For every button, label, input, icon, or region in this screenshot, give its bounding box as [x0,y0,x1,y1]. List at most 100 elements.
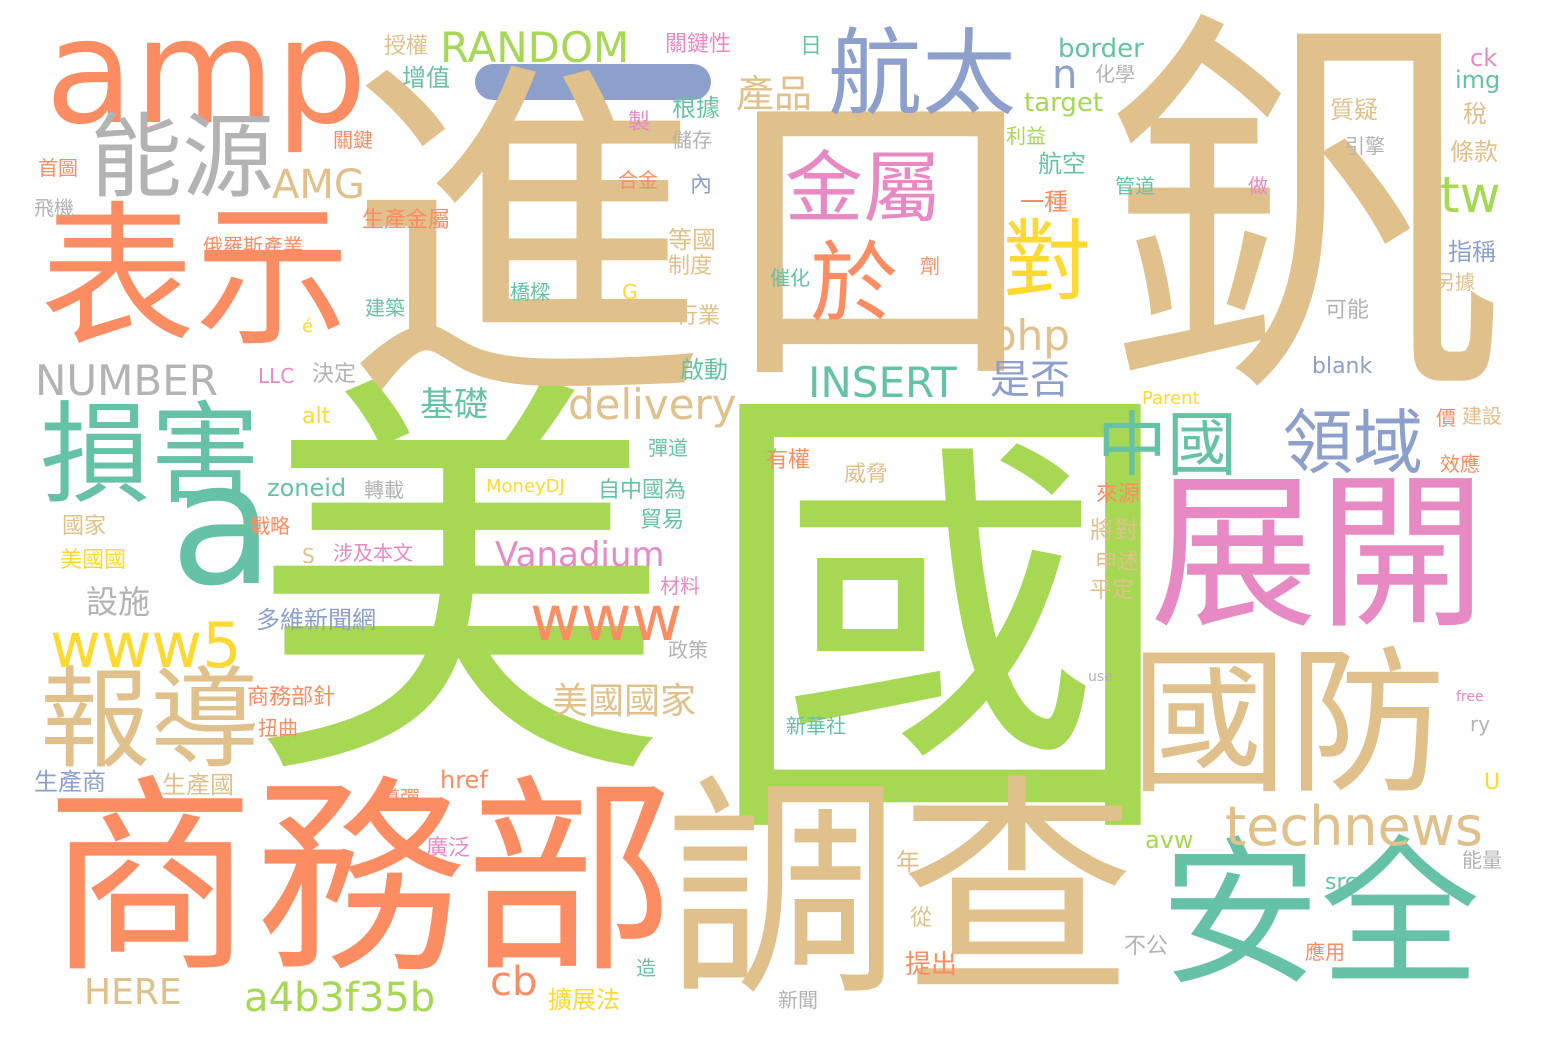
word-pingding: 平定 [1090,578,1135,603]
word-ck: ck [1470,44,1498,72]
word-random: RANDOM [440,23,630,72]
word-yu: 於 [810,232,899,335]
word-jia: 價 [1436,406,1456,430]
word-shangwubuzhen: 商務部針 [247,685,336,710]
word-jin: 進 [345,30,705,449]
word-qiaoliang: 橋樑 [510,280,550,304]
word-biaoshi: 表示 [40,187,350,368]
word-lingyu: 領域 [1283,402,1423,484]
word-xinhuashe: 新華社 [786,714,846,738]
word-hangkong: 航空 [1038,150,1086,178]
word-cuihua: 催化 [770,266,810,290]
word-shui: 稅 [1463,100,1487,128]
word-alt: alt [302,404,331,429]
word-chucun: 儲存 [672,128,712,152]
word-bugong: 不公 [1124,934,1169,959]
word-shouji: 首圖 [38,156,78,180]
word-guandao: 管道 [1115,174,1155,198]
word-zhengce: 政策 [668,638,708,662]
word-kou: 口 [715,48,1045,432]
word-dui: 對 [1003,210,1092,313]
word-dengguo: 等國 [668,226,716,254]
word-jianzhu: 建築 [365,296,405,320]
word-jianshe: 建設 [1462,404,1502,428]
word-avw: avw [1145,826,1194,854]
word-zao: 造 [636,956,656,980]
word-mei: 美 [250,345,670,834]
word-zhi: 製 [628,110,651,135]
word-tw: tw [1440,166,1501,224]
word-amp: amp [45,0,368,157]
word-tiaokuan: 條款 [1450,138,1498,166]
word-daodan: 導彈 [380,786,420,810]
word-moneydj: MoneyDJ [486,476,565,497]
word-lingju: 另據 [1435,270,1475,294]
word-zhidu: 制度 [668,254,713,279]
word-fan: 釩 [1105,0,1505,447]
word-shengchanjinshu: 生產金屬 [362,208,451,233]
word-ji: 劑 [920,254,940,278]
word-hangye: 行業 [676,304,721,329]
word-zoneid: zoneid [267,474,347,502]
word-copyrighted: Copyrighted [910,786,996,802]
word-free: free [1456,689,1484,705]
word-jueding: 決定 [312,362,357,387]
word-shejibenwen: 涉及本文 [333,541,413,565]
word-nei: 內 [690,173,713,198]
word-u: U [1484,770,1501,795]
word-cb: cb [490,959,538,1005]
word-zhuanzai: 轉載 [364,478,404,502]
word-sunhai: 損害 [40,391,260,519]
word-zhiyi: 質疑 [1330,96,1378,124]
word-anquan: 安全 [1160,821,1481,1008]
word-jinshu: 金屬 [785,144,942,234]
word-yinqing: 引擎 [1345,134,1385,158]
word-nengliang: 能量 [1462,848,1502,872]
word-ry: ry [1470,712,1491,736]
word-border: border [1058,34,1144,64]
word-target: target [1024,88,1104,118]
word-qidong: 啟動 [680,356,728,384]
word-yingyong: 應用 [1305,940,1345,964]
word-kuozhanfa: 擴展法 [548,986,620,1014]
word-xinwen: 新聞 [778,988,818,1012]
word-zhicheng: 指稱 [1448,238,1496,266]
word-eluosi: 俄羅斯產業 [203,234,303,258]
word-baodao: 報導 [40,656,260,784]
word-feiji: 飛機 [34,196,74,220]
word-insert: INSERT [808,358,957,407]
word-blank: blank [1312,354,1373,379]
word-parent: Parent [1142,388,1200,409]
word-zhanlve: 戰略 [250,514,290,538]
word-tichu: 提出 [905,950,958,980]
word-nian: 年 [896,848,920,876]
word-zengzhi: 增值 [402,64,450,92]
word-php: php [990,311,1070,360]
word-number: NUMBER [35,356,218,405]
word-guo: 國 [700,340,1180,899]
word-ri: 日 [800,34,823,59]
word-nengyuan: 能源 [90,104,275,211]
word-shengchanguo: 生產國 [162,771,234,799]
word-laiyuan: 來源 [1096,482,1141,507]
decorative-bar [475,64,711,100]
word-guangfan: 廣泛 [426,836,471,861]
word-guanjian: 關鍵 [333,128,373,152]
word-a: a [170,426,275,624]
word-www5: www5 [50,609,242,682]
word-amg: AMG [272,162,365,208]
word-shouquan: 授權 [384,34,429,59]
word-href: href [440,766,488,794]
word-xiaoying: 效應 [1440,452,1480,476]
word-keneng: 可能 [1325,298,1370,323]
word-huaxue: 化學 [1095,62,1135,86]
word-zhongguo: 中國 [1097,404,1237,486]
word-s: S [302,544,315,568]
word-niuqu: 扭曲 [258,716,298,740]
word-g: G [622,280,638,304]
word-sheshi: 設施 [86,583,151,621]
word-genju: 根據 [672,94,720,122]
word-meiguoguo: 美國國 [60,548,127,573]
word-zuo: 做 [1248,174,1268,198]
